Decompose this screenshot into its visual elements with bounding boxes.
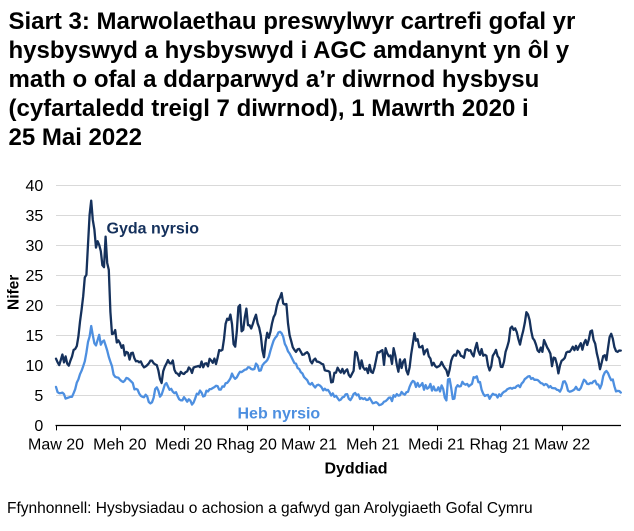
svg-text:0: 0	[34, 418, 43, 435]
svg-text:Maw 21: Maw 21	[281, 436, 337, 453]
svg-text:Rhag 20: Rhag 20	[216, 436, 277, 453]
svg-text:30: 30	[26, 238, 44, 255]
svg-text:Meh 21: Meh 21	[346, 436, 399, 453]
svg-text:Nifer: Nifer	[5, 275, 22, 310]
svg-text:Heb nyrsio: Heb nyrsio	[238, 405, 321, 422]
svg-text:Medi 21: Medi 21	[408, 436, 465, 453]
svg-text:Meh 20: Meh 20	[93, 436, 146, 453]
svg-text:5: 5	[34, 388, 43, 405]
svg-text:Maw 22: Maw 22	[534, 436, 590, 453]
svg-text:10: 10	[26, 358, 44, 375]
svg-text:Maw 20: Maw 20	[28, 436, 84, 453]
svg-text:Gyda nyrsio: Gyda nyrsio	[107, 221, 200, 238]
svg-text:Dyddiad: Dyddiad	[324, 461, 387, 478]
svg-text:15: 15	[26, 328, 44, 345]
svg-text:Rhag 21: Rhag 21	[469, 436, 530, 453]
svg-text:35: 35	[26, 208, 44, 225]
svg-text:25: 25	[26, 268, 44, 285]
svg-text:Medi 20: Medi 20	[155, 436, 212, 453]
svg-text:20: 20	[26, 298, 44, 315]
svg-text:40: 40	[26, 178, 44, 195]
